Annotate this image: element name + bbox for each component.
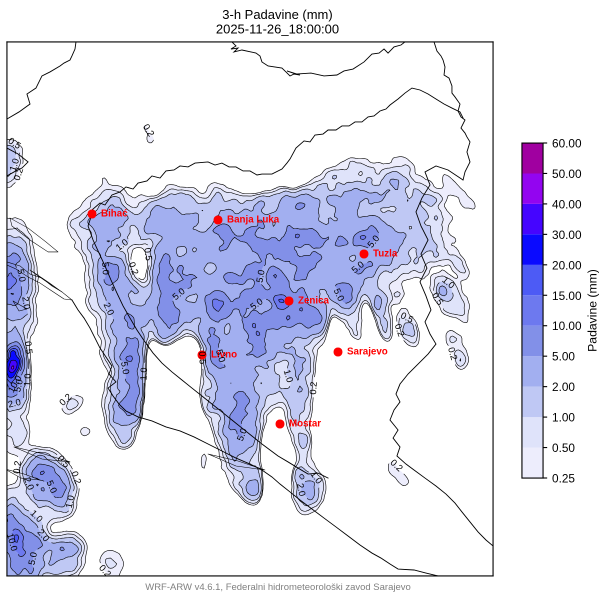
svg-text:0.5: 0.5 bbox=[197, 351, 208, 364]
svg-text:Mostar: Mostar bbox=[289, 419, 321, 430]
svg-text:0.2: 0.2 bbox=[127, 261, 141, 277]
svg-text:0.2: 0.2 bbox=[308, 381, 319, 394]
svg-text:2.0: 2.0 bbox=[20, 296, 32, 310]
svg-text:3-h Padavine (mm): 3-h Padavine (mm) bbox=[222, 7, 332, 22]
svg-text:5.0: 5.0 bbox=[214, 348, 227, 363]
svg-text:20.00: 20.00 bbox=[552, 259, 582, 272]
svg-text:2.0: 2.0 bbox=[295, 482, 307, 497]
svg-text:1.0: 1.0 bbox=[22, 373, 33, 387]
svg-text:0.2: 0.2 bbox=[12, 166, 26, 181]
svg-text:10.0: 10.0 bbox=[5, 532, 19, 552]
svg-text:0.5: 0.5 bbox=[142, 247, 154, 261]
svg-text:60.00: 60.00 bbox=[552, 137, 582, 150]
svg-text:5.0: 5.0 bbox=[15, 268, 27, 283]
svg-text:5.0: 5.0 bbox=[27, 551, 39, 566]
svg-text:2.0: 2.0 bbox=[102, 301, 117, 317]
svg-text:5.0: 5.0 bbox=[119, 361, 131, 375]
svg-text:Sarajevo: Sarajevo bbox=[347, 347, 388, 358]
svg-text:Tuzla: Tuzla bbox=[373, 249, 398, 260]
svg-text:5.0: 5.0 bbox=[100, 262, 111, 276]
svg-text:Padavine (mm): Padavine (mm) bbox=[585, 269, 599, 352]
svg-text:2.0: 2.0 bbox=[22, 476, 36, 492]
svg-text:Zenica: Zenica bbox=[298, 296, 330, 307]
svg-text:0.2: 0.2 bbox=[446, 346, 459, 361]
svg-text:5.0: 5.0 bbox=[12, 378, 25, 393]
svg-text:1.0: 1.0 bbox=[8, 157, 21, 172]
svg-text:5.0: 5.0 bbox=[235, 427, 249, 443]
svg-text:0.2: 0.2 bbox=[97, 563, 113, 579]
svg-text:15.00: 15.00 bbox=[552, 290, 582, 303]
svg-text:5.0: 5.0 bbox=[45, 479, 59, 495]
svg-text:1.0: 1.0 bbox=[282, 368, 295, 383]
svg-text:30.00: 30.00 bbox=[552, 229, 582, 242]
svg-text:1.00: 1.00 bbox=[552, 412, 575, 425]
svg-text:5.0: 5.0 bbox=[255, 269, 267, 283]
svg-text:0.5: 0.5 bbox=[23, 341, 34, 355]
svg-text:5.0: 5.0 bbox=[332, 287, 347, 303]
svg-text:Banja Luka: Banja Luka bbox=[227, 215, 280, 226]
svg-text:40.00: 40.00 bbox=[552, 198, 582, 211]
svg-text:5.00: 5.00 bbox=[552, 351, 575, 364]
svg-text:Bihać: Bihać bbox=[101, 209, 128, 220]
svg-text:0.5: 0.5 bbox=[399, 310, 415, 325]
svg-text:2.00: 2.00 bbox=[552, 381, 575, 394]
svg-text:0.2: 0.2 bbox=[12, 460, 23, 474]
svg-text:0.50: 0.50 bbox=[552, 442, 575, 455]
svg-text:WRF-ARW v4.6.1, Federalni hidr: WRF-ARW v4.6.1, Federalni hidrometeorolo… bbox=[145, 582, 411, 593]
svg-text:2025-11-26_18:00:00: 2025-11-26_18:00:00 bbox=[216, 22, 339, 37]
svg-text:Livno: Livno bbox=[211, 350, 237, 361]
svg-text:1.0: 1.0 bbox=[64, 494, 76, 509]
svg-text:0.2: 0.2 bbox=[393, 322, 407, 338]
svg-text:0.25: 0.25 bbox=[552, 472, 575, 485]
svg-text:10.00: 10.00 bbox=[552, 320, 582, 333]
svg-text:0.2: 0.2 bbox=[69, 470, 83, 485]
svg-text:1.0: 1.0 bbox=[139, 367, 150, 380]
svg-text:50.00: 50.00 bbox=[552, 168, 582, 181]
svg-text:2.0: 2.0 bbox=[7, 397, 22, 410]
